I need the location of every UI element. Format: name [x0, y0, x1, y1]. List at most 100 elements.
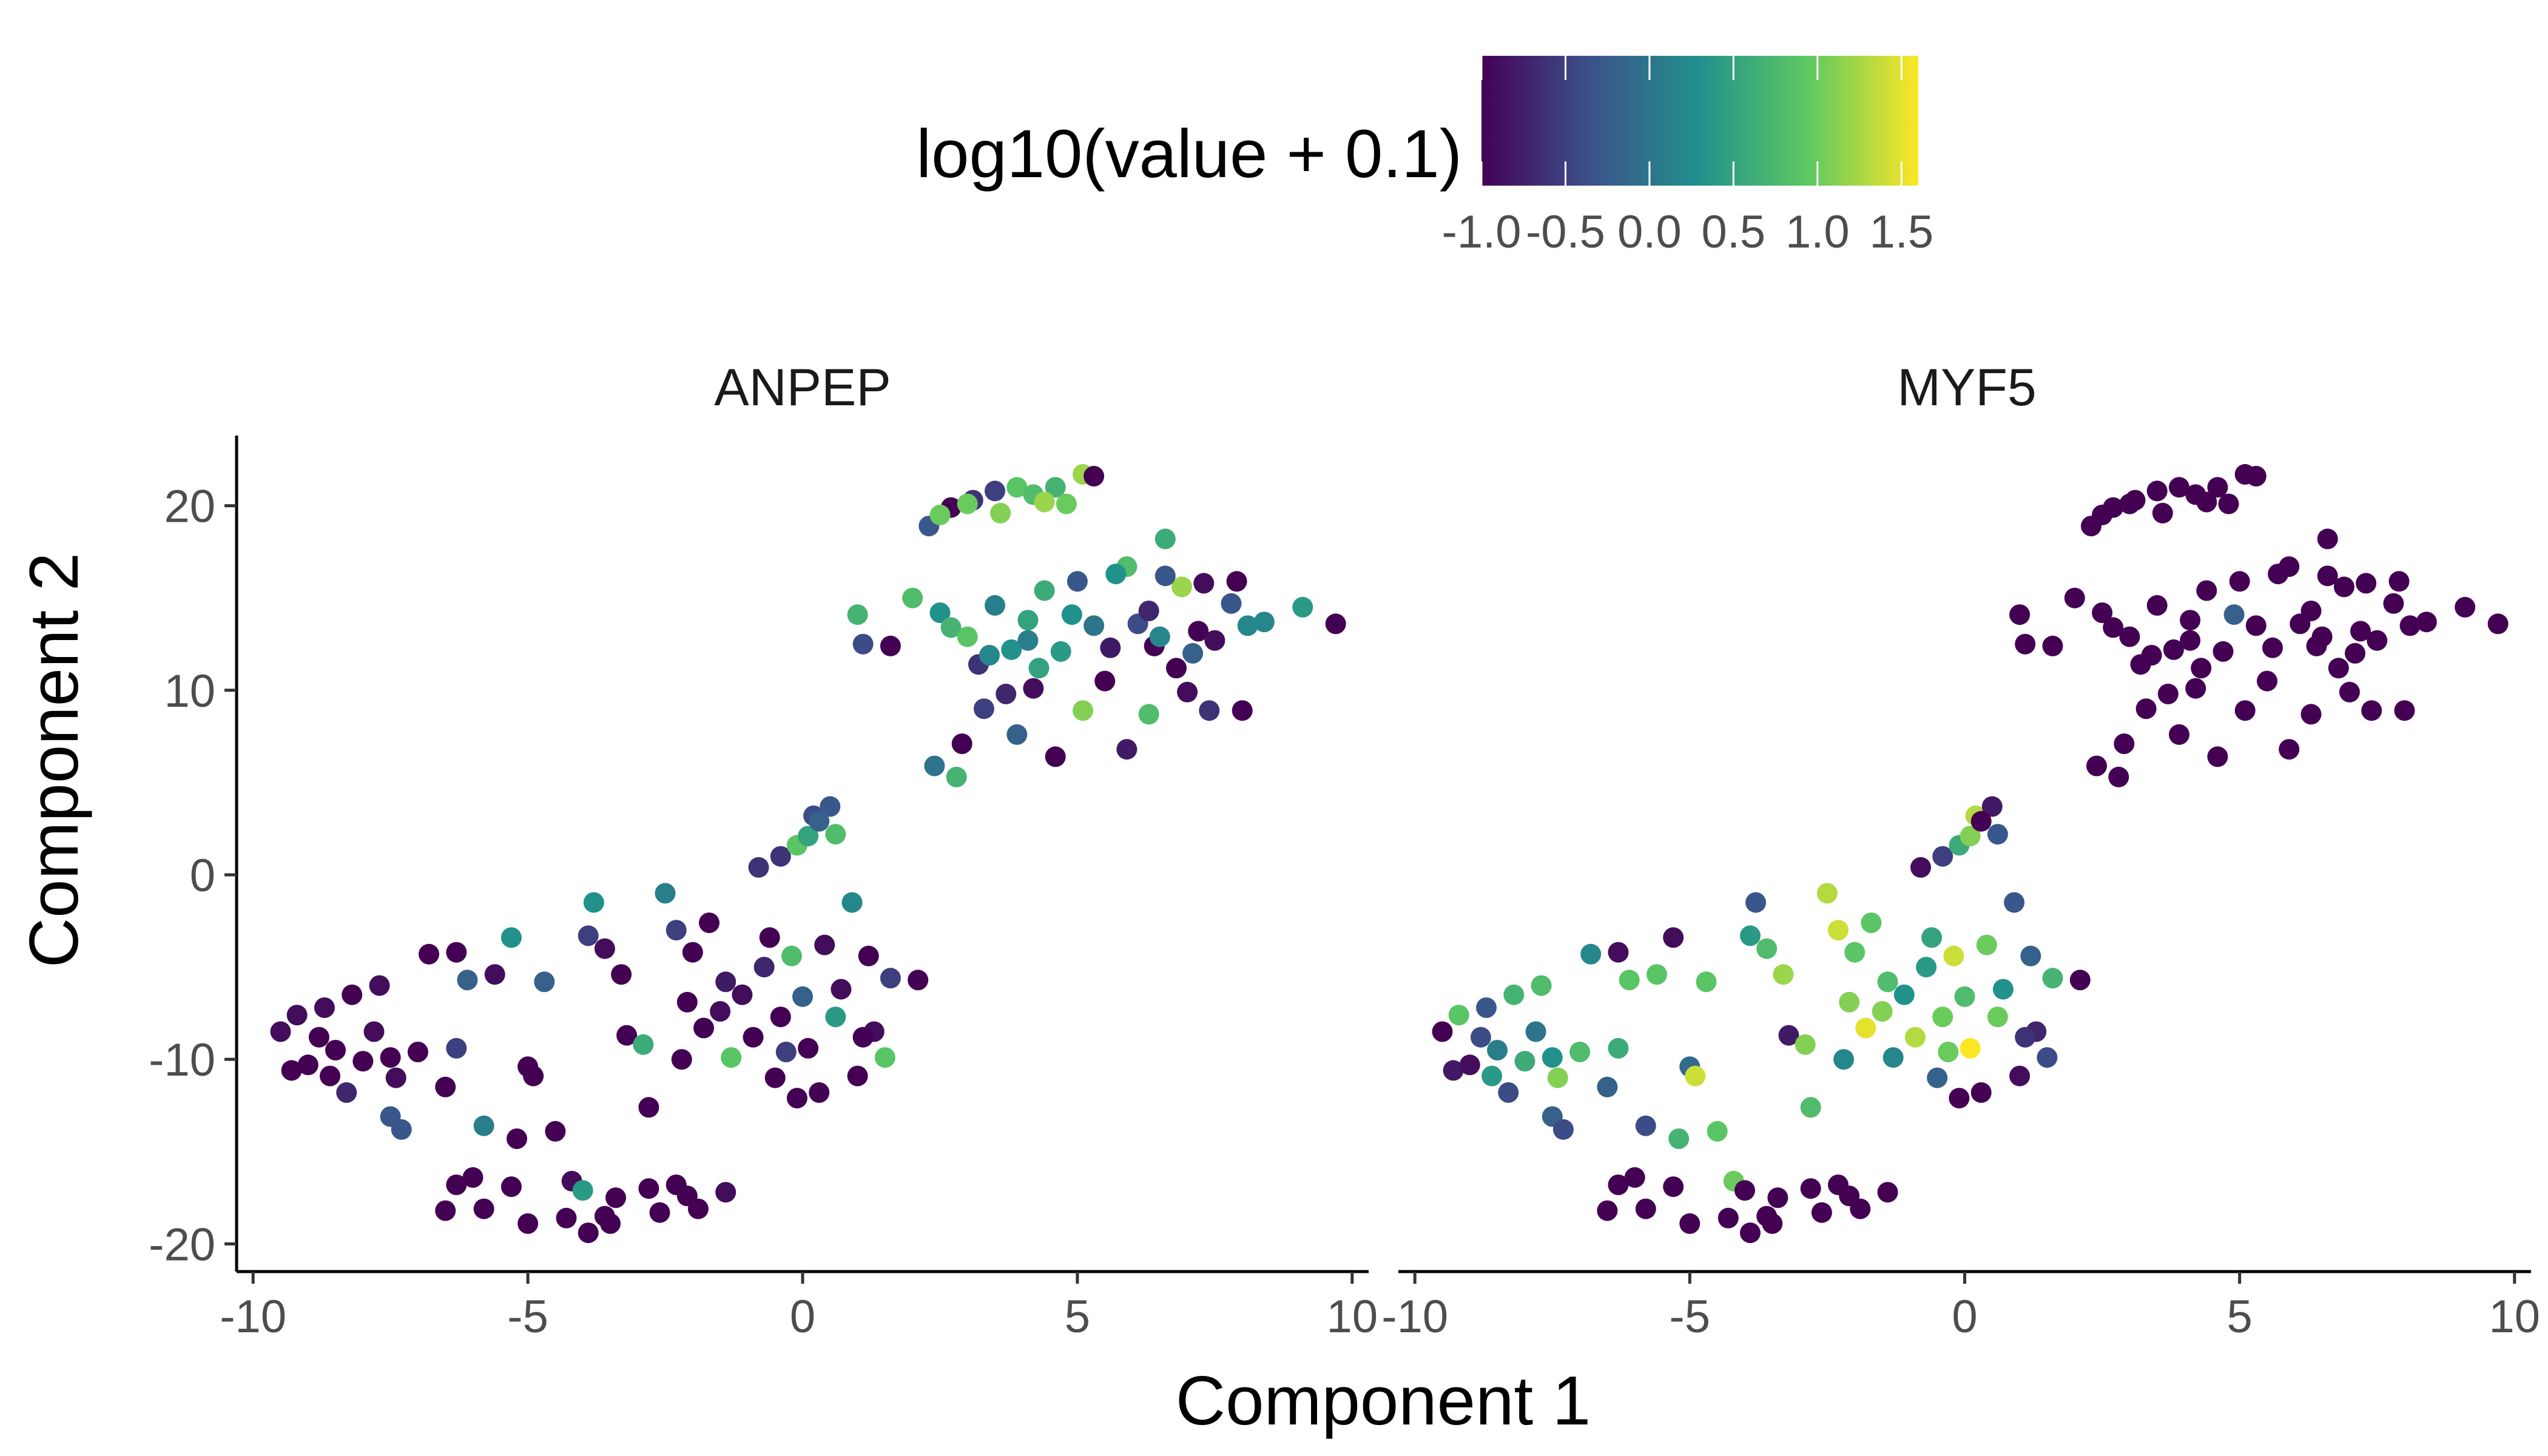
- data-point: [1034, 491, 1055, 513]
- data-point: [2141, 645, 2162, 666]
- data-point: [809, 1082, 830, 1103]
- data-point: [1232, 700, 1253, 721]
- data-point: [2015, 1026, 2036, 1048]
- data-point: [1443, 1060, 1464, 1081]
- data-point: [1970, 811, 1992, 832]
- data-point: [446, 1037, 467, 1059]
- data-point: [1767, 1187, 1788, 1208]
- y-axis-title: Component 2: [16, 553, 93, 968]
- data-point: [1904, 1026, 1926, 1048]
- data-point: [1943, 945, 1964, 966]
- data-point: [2180, 610, 2201, 631]
- data-point: [1182, 642, 1204, 664]
- data-point: [841, 892, 863, 913]
- panel-anpep: [270, 463, 1346, 1244]
- data-point: [2196, 491, 2217, 513]
- data-point: [2383, 593, 2404, 614]
- data-point: [1017, 610, 1039, 631]
- data-point: [1855, 1017, 1876, 1039]
- data-point: [1552, 1119, 1574, 1140]
- data-point: [1199, 700, 1220, 721]
- data-point: [1816, 883, 1838, 904]
- data-point: [940, 617, 962, 638]
- data-point: [1839, 991, 1860, 1013]
- data-point: [1800, 1097, 1821, 1118]
- data-point: [2356, 573, 2377, 594]
- data-point: [1696, 971, 1717, 993]
- data-point: [2300, 601, 2322, 621]
- data-point: [1514, 1051, 1535, 1072]
- data-point: [1938, 1042, 1959, 1062]
- data-point: [2223, 604, 2245, 625]
- data-point: [2103, 617, 2124, 638]
- x-tick-label: 10: [1327, 1291, 1378, 1343]
- data-point: [1877, 971, 1898, 993]
- data-point: [1073, 700, 1093, 721]
- data-point: [2146, 595, 2168, 616]
- data-point: [1800, 1178, 1821, 1199]
- x-axis-title: Component 1: [1176, 1363, 1591, 1440]
- colorbar-tick-label: 0.5: [1702, 206, 1766, 258]
- data-point: [2042, 635, 2063, 656]
- data-point: [1970, 1082, 1992, 1103]
- data-point: [500, 927, 522, 948]
- x-tick-label: -10: [1381, 1291, 1448, 1343]
- data-point: [2218, 493, 2239, 514]
- data-point: [2042, 968, 2063, 989]
- data-point: [1237, 615, 1258, 636]
- data-point: [902, 587, 923, 608]
- data-point: [336, 1082, 357, 1103]
- data-point: [1050, 641, 1071, 662]
- data-point: [578, 925, 599, 946]
- data-point: [2361, 700, 2382, 721]
- data-point: [1138, 601, 1159, 621]
- data-point: [1987, 1006, 2008, 1028]
- y-tick-label: -10: [149, 1034, 215, 1086]
- data-point: [1067, 571, 1088, 592]
- data-point: [419, 943, 439, 965]
- data-point: [1916, 957, 1937, 978]
- data-point: [1932, 1006, 1953, 1028]
- data-point: [2388, 571, 2410, 592]
- data-point: [1166, 658, 1187, 679]
- data-point: [2262, 637, 2283, 658]
- data-point: [676, 991, 698, 1013]
- data-point: [715, 1182, 736, 1203]
- data-point: [1569, 1042, 1591, 1062]
- data-point: [2207, 746, 2228, 767]
- data-point: [1226, 571, 1247, 592]
- colorbar-tick-label: -1.0: [1442, 206, 1522, 258]
- data-point: [1325, 613, 1346, 635]
- data-point: [1635, 1198, 1656, 1219]
- data-point: [1045, 477, 1066, 498]
- data-point: [1707, 1121, 1728, 1142]
- data-point: [2268, 564, 2289, 585]
- colorbar-title: log10(value + 0.1): [916, 116, 1462, 192]
- data-point: [1034, 580, 1055, 601]
- data-point: [1547, 1067, 1568, 1088]
- data-point: [1084, 615, 1105, 636]
- data-point: [2092, 602, 2113, 623]
- data-point: [342, 984, 363, 1005]
- data-point: [1987, 824, 2008, 845]
- data-point: [2328, 658, 2349, 679]
- data-point: [611, 964, 632, 985]
- data-point: [957, 626, 978, 647]
- data-point: [391, 1119, 412, 1140]
- data-point: [2245, 465, 2267, 487]
- data-point: [1487, 1040, 1508, 1060]
- data-point: [369, 975, 390, 996]
- data-point: [1292, 596, 1313, 618]
- data-point: [770, 1006, 791, 1028]
- data-point: [2157, 683, 2179, 704]
- colorbar-tick-label: 1.0: [1785, 206, 1850, 258]
- data-point: [1646, 964, 1667, 985]
- data-point: [1976, 934, 1997, 956]
- data-point: [2037, 1047, 2058, 1068]
- data-point: [1597, 1200, 1618, 1221]
- data-point: [446, 942, 467, 963]
- data-point: [1882, 1047, 1904, 1068]
- data-point: [523, 1065, 544, 1087]
- data-point: [578, 1222, 599, 1244]
